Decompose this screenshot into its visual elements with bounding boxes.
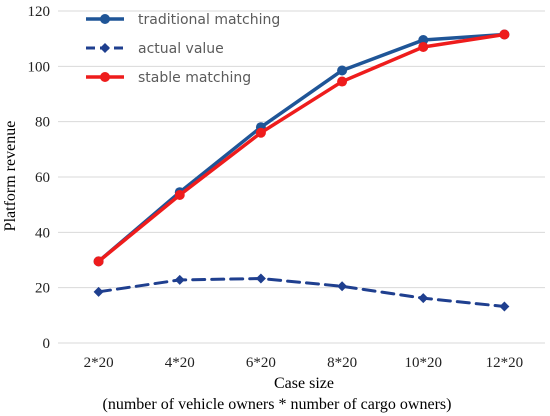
- data-point: [337, 65, 348, 76]
- x-axis-subtitle: (number of vehicle owners * number of ca…: [103, 396, 452, 413]
- y-tick-label: 80: [35, 115, 50, 131]
- series-actual-value: [93, 273, 510, 312]
- x-tick-label: 4*20: [165, 355, 195, 371]
- data-point: [499, 29, 510, 40]
- legend-swatch-marker: [100, 72, 110, 82]
- x-tick-label: 8*20: [327, 355, 357, 371]
- data-point: [174, 274, 185, 285]
- x-tick-label: 10*20: [405, 355, 443, 371]
- x-tick-label: 2*20: [84, 355, 114, 371]
- x-axis-title: Case size: [274, 375, 334, 392]
- series-stable-matching: [93, 29, 510, 267]
- legend-item: actual value: [86, 41, 224, 57]
- data-point: [255, 273, 266, 284]
- legend-item: stable matching: [86, 70, 251, 86]
- y-tick-label: 120: [28, 4, 51, 20]
- y-axis-ticks: 0 20 40 60 80 100 120: [28, 4, 51, 352]
- data-point: [93, 256, 104, 267]
- legend: traditional matching actual value stable m…: [86, 12, 280, 86]
- legend-swatch-marker: [100, 43, 110, 53]
- data-point: [93, 286, 104, 297]
- series-traditional-matching: [93, 29, 510, 267]
- series-line: [96, 32, 507, 264]
- data-point: [418, 41, 429, 52]
- data-point: [337, 281, 348, 292]
- x-tick-label: 6*20: [246, 355, 276, 371]
- y-axis-title: Platform revenue: [2, 121, 19, 232]
- legend-label: stable matching: [138, 70, 251, 86]
- x-axis-ticks: 2*20 4*20 6*20 8*20 10*20 12*20: [84, 355, 524, 371]
- data-point: [418, 293, 429, 304]
- x-tick-label: 12*20: [486, 355, 524, 371]
- series-layer: [93, 29, 510, 312]
- legend-label: actual value: [138, 41, 224, 57]
- gridlines: [58, 10, 545, 344]
- data-point: [174, 189, 185, 200]
- series-line: [96, 32, 507, 264]
- y-tick-label: 100: [28, 59, 51, 75]
- data-point: [337, 76, 348, 87]
- y-tick-label: 20: [35, 281, 50, 297]
- legend-label: traditional matching: [138, 12, 280, 28]
- data-point: [499, 301, 510, 312]
- legend-swatch-marker: [100, 14, 110, 24]
- y-tick-label: 40: [35, 225, 50, 241]
- y-tick-label: 60: [35, 170, 50, 186]
- legend-item: traditional matching: [86, 12, 280, 28]
- data-point: [255, 127, 266, 138]
- y-tick-label: 0: [43, 336, 51, 352]
- series-line: [97, 277, 506, 308]
- data-point: [418, 35, 429, 46]
